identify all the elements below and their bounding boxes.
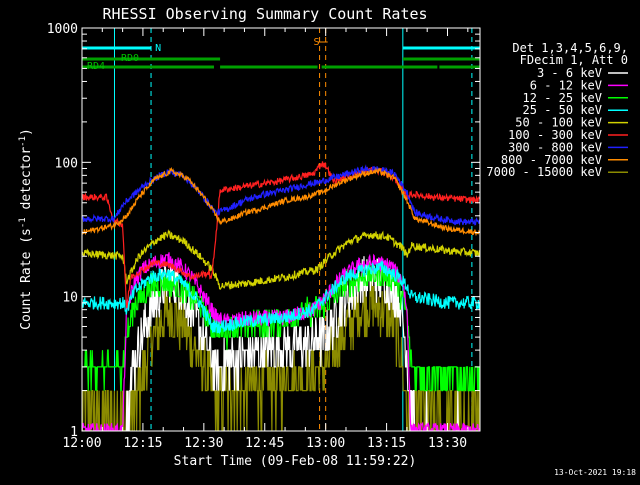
series-line-s8007000 <box>82 166 480 237</box>
x-tick-label: 12:00 <box>62 436 101 451</box>
series-line-s300800 <box>82 164 480 226</box>
legend-entry-label: 800 - 7000 keV <box>501 153 602 167</box>
series-line-s50100 <box>82 229 480 291</box>
x-axis: 12:00 12:15 12:30 12:45 13:00 13:15 13:30 <box>62 28 469 451</box>
y-tick-label: 10 <box>62 291 78 306</box>
n-label: N <box>155 43 161 54</box>
bar-label-rd0: RD0 <box>121 53 139 64</box>
x-tick-label: 13:30 <box>428 436 467 451</box>
series-line-s612 <box>82 252 480 431</box>
chart-title: RHESSI Observing Summary Count Rates <box>102 5 427 23</box>
timestamp: 13-Oct-2021 19:18 <box>554 468 636 477</box>
y-tick-label: 1000 <box>47 22 78 37</box>
x-tick-label: 12:15 <box>123 436 162 451</box>
legend: Det 1,3,4,5,6,9, FDecim 1, Att 0 3 - 6 k… <box>486 41 628 179</box>
s-label: S <box>313 37 319 48</box>
legend-entry-label: 25 - 50 keV <box>523 103 602 117</box>
legend-entry-label: 12 - 25 keV <box>523 91 602 105</box>
y-axis: 1 10 100 1000 <box>47 22 480 440</box>
series-layer <box>82 161 480 431</box>
y-tick-label: 100 <box>55 156 78 171</box>
x-axis-label: Start Time (09-Feb-08 11:59:22) <box>174 454 417 469</box>
bar-label-rd4: RD4 <box>87 61 105 72</box>
plot-frame <box>81 27 481 432</box>
x-tick-label: 13:15 <box>367 436 406 451</box>
x-tick-label: 12:45 <box>245 436 284 451</box>
legend-header-line1: Det 1,3,4,5,6,9, <box>512 41 628 55</box>
legend-entry-label: 50 - 100 keV <box>515 116 602 130</box>
series-line-s2550 <box>82 259 480 335</box>
y-axis-label-mid: detector <box>19 147 34 218</box>
legend-entry-label: 7000 - 15000 keV <box>486 165 602 179</box>
y-axis-label-sup2: -1 <box>18 136 28 147</box>
y-axis-label-sup1: -1 <box>18 217 28 228</box>
x-tick-label: 12:30 <box>184 436 223 451</box>
annotation-layer: RD0 RD4 N S <box>82 28 480 431</box>
y-axis-label-main: Count Rate (s <box>19 228 34 330</box>
legend-header-line2: FDecim 1, Att 0 <box>520 53 628 67</box>
legend-entry-label: 6 - 12 keV <box>530 78 602 92</box>
series-line-s36 <box>82 256 480 431</box>
y-axis-label-end: ) <box>19 128 34 136</box>
y-tick-label: 1 <box>70 425 78 440</box>
legend-entry-label: 300 - 800 keV <box>508 140 602 154</box>
x-tick-label: 13:00 <box>306 436 345 451</box>
series-line-s100300 <box>82 161 480 309</box>
y-axis-label: Count Rate (s-1 detector-1) <box>18 128 34 330</box>
legend-entry-label: 100 - 300 keV <box>508 128 602 142</box>
legend-entry-label: 3 - 6 keV <box>537 66 602 80</box>
